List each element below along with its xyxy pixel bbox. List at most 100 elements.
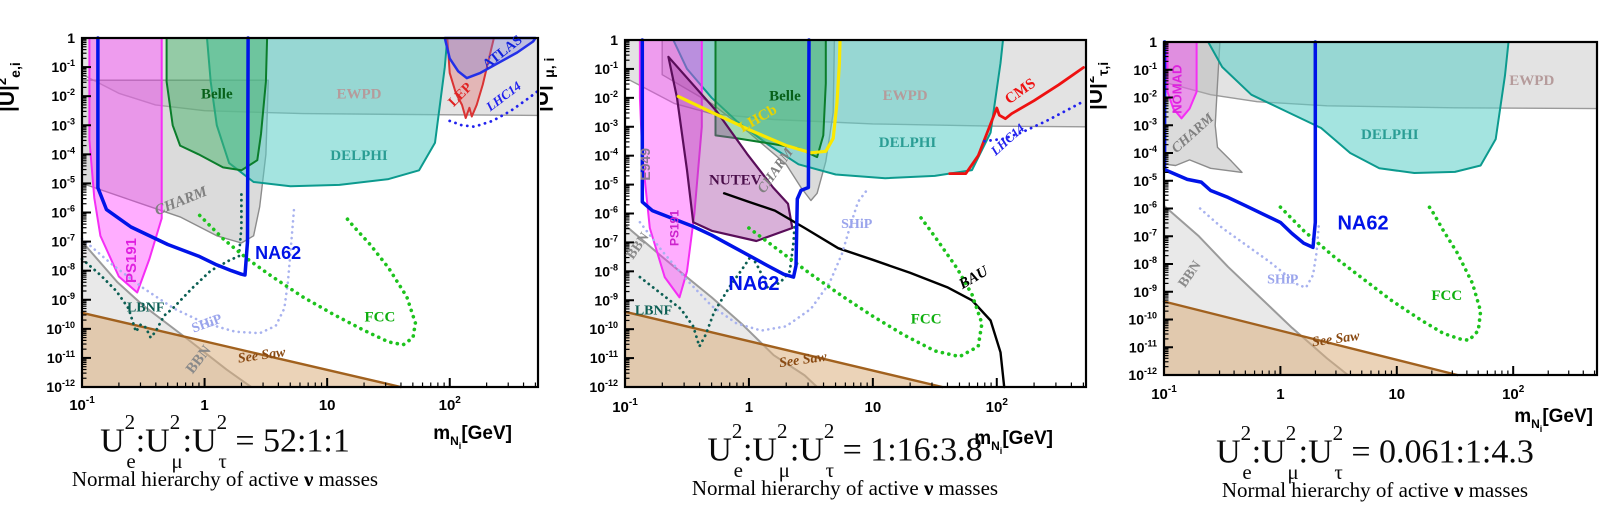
exponent: 2: [823, 418, 835, 443]
curve-ship: [1198, 207, 1321, 289]
y-tick-label: 10-1: [51, 58, 75, 75]
label-see-saw: See Saw: [237, 345, 287, 367]
hierarchy-note-post: masses: [1463, 478, 1529, 503]
coupling-ratio-formula: U2e:U2μ:U2τ = 0.061:1:4.3: [1216, 420, 1534, 484]
y-tick-label: 10-4: [51, 145, 75, 162]
x-tick-label: 10: [319, 397, 336, 414]
exponent: 2: [1285, 420, 1297, 445]
y-tick-label: 10-10: [589, 320, 618, 337]
x-tick-label: 102: [439, 395, 462, 414]
y-tick-label: 10-10: [1128, 311, 1157, 328]
curve-lbnf: [638, 220, 797, 348]
y-tick-label: 10-7: [1133, 227, 1157, 244]
tau-coupling-plot: 10-1 1 10 102110-110-210-310-410-510-610-71…: [1090, 34, 1599, 434]
hierarchy-note-pre: Normal hierarchy of active: [1221, 478, 1454, 503]
x-axis-title: mNi[GeV]: [433, 423, 512, 451]
y-tick-label: 10-2: [594, 89, 618, 106]
label-fcc: FCC: [911, 311, 942, 327]
label-e949: E949: [637, 148, 653, 181]
label-ewpd: EWPD: [883, 88, 928, 104]
y-tick-label: 10-9: [1133, 283, 1157, 300]
exponent: 2: [776, 418, 788, 443]
flavor-subscript: e: [733, 457, 743, 482]
panel-electron-coupling: 10-1 1 10 102 1 10-1 10-2 10-3 10-4 10-5 10-6 10-7 1…: [0, 0, 560, 519]
y-tick-label: 10-5: [51, 174, 75, 191]
y-tick-label: 10-12: [589, 378, 618, 395]
region-nomad: [1166, 41, 1198, 120]
region-belle: [165, 37, 269, 172]
region-atlas: [443, 36, 537, 80]
curve-na62: [640, 38, 811, 279]
hierarchy-note: Normal hierarchy of active ν masses: [1110, 478, 1617, 503]
region-seesaw: [1164, 301, 1458, 375]
label-ship: SHiP: [841, 217, 873, 232]
label-lbnf: LBNF: [635, 304, 672, 319]
x-tick-label: 10: [1388, 386, 1405, 403]
label-bau: BAU: [955, 263, 992, 293]
curve-lhc14: [983, 99, 1087, 143]
y-tick-label: 10-9: [51, 291, 75, 308]
label-see-saw: See Saw: [1311, 329, 1361, 351]
region-delphi: [1207, 41, 1510, 174]
hierarchy-note: Normal hierarchy of active ν masses: [565, 476, 1125, 501]
label-delphi: DELPHI: [330, 148, 388, 164]
y-tick-label: 10-3: [51, 116, 75, 133]
y-tick-label: 10-2: [1133, 89, 1157, 106]
curve-na62: [96, 36, 250, 277]
curve-lhcb: [676, 39, 842, 155]
flavor-subscript: e: [1242, 459, 1252, 484]
hierarchy-note: Normal hierarchy of active ν masses: [0, 467, 450, 492]
region-nutev: [667, 55, 794, 243]
y-tick-label: 1: [67, 30, 75, 46]
curve-ship: [638, 189, 868, 332]
coupling-ratio-value: = 0.061:1:4.3: [1342, 433, 1534, 471]
x-tick-label: 102: [1502, 384, 1525, 403]
label-ewpd: EWPD: [337, 87, 382, 103]
x-tick-label: 10-1: [1151, 384, 1177, 403]
curve-fcc: [1278, 205, 1483, 343]
y-tick-label: 10-5: [594, 176, 618, 193]
hierarchy-note-pre: Normal hierarchy of active: [691, 476, 924, 501]
label-ship: SHiP: [1267, 272, 1299, 287]
region-charm: [1163, 41, 1243, 174]
y-axis-title: |U|2μ, i: [540, 58, 557, 112]
y-tick-label: 10-7: [51, 233, 75, 250]
coupling-ratio-value: = 52:1:1: [226, 422, 350, 460]
panel-caption-tau: U2e:U2μ:U2τ = 0.061:1:4.3 Normal hierarc…: [1110, 420, 1617, 503]
curve-seesaw-edge: [1162, 300, 1459, 377]
x-tick-label: 102: [986, 397, 1009, 416]
y-axis-title: |U|2e,i: [0, 62, 23, 112]
flavor-subscript: τ: [218, 448, 227, 473]
y-tick-label: 10-11: [1129, 338, 1157, 355]
x-tick-label: 10-1: [69, 395, 95, 414]
y-tick-label: 10-8: [1133, 255, 1157, 272]
curve-lhc14: [448, 90, 539, 129]
curve-lbnf: [80, 187, 243, 339]
label-belle: Belle: [769, 89, 801, 105]
label-fcc: FCC: [364, 310, 395, 326]
curve-seesaw-edge: [80, 311, 402, 389]
y-tick-label: 10-11: [590, 349, 618, 366]
label-ps191: PS191: [667, 210, 681, 246]
curve-seesaw-edge: [623, 310, 944, 389]
coupling-ratio-value: = 1:16:3.8: [834, 431, 983, 469]
y-tick-label: 10-12: [46, 378, 75, 395]
y-tick-label: 10-1: [594, 60, 618, 77]
coupling-ratio-formula: U2e:U2μ:U2τ = 1:16:3.8: [707, 418, 983, 482]
y-tick-label: 10-7: [594, 233, 618, 250]
electron-coupling-plot: 10-1 1 10 102110-110-210-310-410-510-610-71…: [0, 30, 540, 451]
exponent: 2: [731, 418, 743, 443]
nu-symbol: ν: [1453, 478, 1464, 503]
label-lbnf: LBNF: [127, 300, 164, 315]
label-na62: NA62: [728, 273, 779, 295]
x-tick-label: 10-1: [612, 397, 638, 416]
y-tick-label: 10-5: [1133, 172, 1157, 189]
y-tick-label: 10-6: [51, 204, 75, 221]
y-axis-title: |U|2τ,i: [1090, 62, 1111, 110]
hierarchy-note-post: masses: [933, 476, 999, 501]
label-see-saw: See Saw: [778, 350, 828, 372]
muon-coupling-plot: 10-1 1 10 102110-110-210-310-410-510-610-71…: [540, 32, 1088, 456]
y-tick-label: 10-11: [47, 349, 75, 366]
x-axis-title: mNi[GeV]: [974, 428, 1053, 456]
label-ship: SHiP: [190, 312, 225, 337]
